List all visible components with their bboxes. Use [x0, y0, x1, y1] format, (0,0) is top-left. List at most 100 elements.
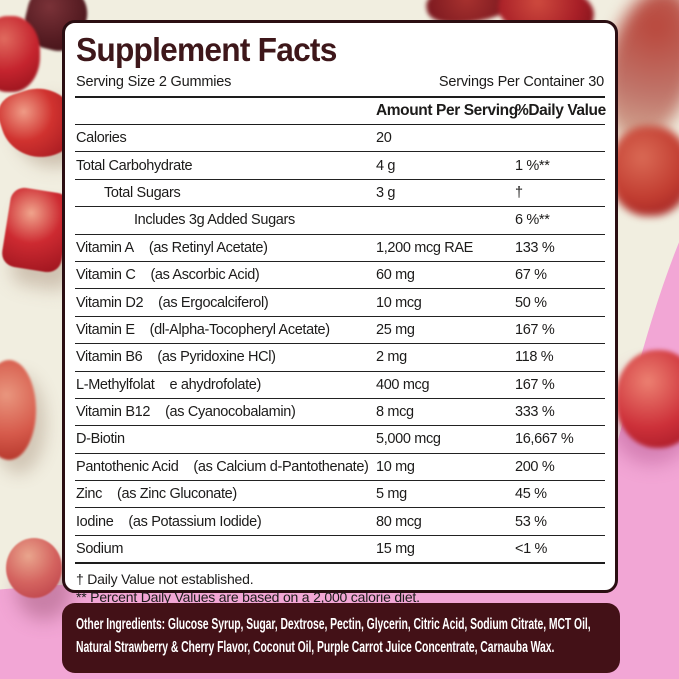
- nutrient-detail: (as Pyridoxine HCl): [157, 349, 276, 366]
- amount-value: 400 mcg: [376, 376, 430, 393]
- nutrient-name-cell: Zinc (as Zinc Gluconate): [75, 486, 376, 502]
- nutrient-name-cell: Vitamin B6 (as Pyridoxine HCl): [75, 349, 376, 365]
- amount-value: 5 mg: [376, 486, 407, 503]
- nutrient-name-cell: Vitamin D2 (as Ergocalciferol): [75, 295, 376, 311]
- nutrient-name: Vitamin D2: [76, 294, 144, 311]
- nutrient-name: Vitamin A: [76, 239, 134, 256]
- nutrient-detail: (as Potassium Iodide): [128, 513, 262, 530]
- amount-value: 25 mg: [376, 321, 415, 338]
- daily-value: 6 %**: [515, 212, 550, 229]
- nutrient-name-cell: Vitamin B12 (as Cyanocobalamin): [75, 404, 376, 420]
- nutrient-name-cell: Sodium: [75, 541, 376, 557]
- daily-value: 133 %: [515, 239, 555, 256]
- daily-value: 333 %: [515, 404, 555, 421]
- serving-info-row: Serving Size 2 Gummies Servings Per Cont…: [75, 74, 605, 98]
- daily-value: 167 %: [515, 376, 555, 393]
- nutrient-row: Vitamin C (as Ascorbic Acid) 60 mg 67 %: [75, 262, 605, 290]
- amount-value: 10 mcg: [376, 294, 422, 311]
- nutrient-name-cell: Vitamin E (dl-Alpha-Tocopheryl Acetate): [75, 322, 376, 338]
- nutrient-name: Vitamin B6: [76, 349, 143, 366]
- column-header-amount: Amount Per Serving: [376, 102, 518, 119]
- daily-value: 118 %: [515, 349, 554, 366]
- amount-value: 20: [376, 130, 392, 147]
- daily-value: 53 %: [515, 513, 547, 530]
- nutrient-row: Zinc (as Zinc Gluconate) 5 mg 45 %: [75, 481, 605, 509]
- nutrient-detail: (as Ergocalciferol): [158, 294, 269, 311]
- nutrient-row: Vitamin B12 (as Cyanocobalamin) 8 mcg 333 %: [75, 399, 605, 427]
- nutrient-name: Total Carbohydrate: [76, 157, 193, 174]
- daily-value: 45 %: [515, 486, 547, 503]
- nutrient-row: Sodium 15 mg <1 %: [75, 536, 605, 565]
- nutrient-row: Vitamin E (dl-Alpha-Tocopheryl Acetate) 25…: [75, 317, 605, 345]
- nutrient-detail: (as Cyanocobalamin): [165, 404, 296, 421]
- nutrient-row: Calories 20: [75, 125, 605, 153]
- amount-value: 10 mg: [376, 458, 415, 475]
- gummy-decoration: [6, 538, 62, 598]
- serving-size: Serving Size 2 Gummies: [76, 74, 232, 90]
- nutrient-row: Vitamin A (as Retinyl Acetate) 1,200 mcg R…: [75, 235, 605, 262]
- nutrient-row: Vitamin D2 (as Ergocalciferol) 10 mcg 50 %: [75, 289, 605, 317]
- nutrient-name-cell: L-Methylfolat e ahydrofolate): [75, 377, 376, 393]
- amount-value: 3 g: [376, 184, 396, 201]
- daily-value: 167 %: [515, 321, 555, 338]
- nutrient-row: Pantothenic Acid (as Calcium d-Pantothena…: [75, 454, 605, 482]
- footnotes: † Daily Value not established. ** Percen…: [75, 564, 605, 606]
- nutrient-name: Calories: [76, 130, 127, 147]
- footnote-asterisks: ** Percent Daily Values are based on a 2…: [76, 589, 420, 606]
- column-header-daily-value: %Daily Value: [515, 102, 606, 119]
- nutrient-name: Pantothenic Acid: [76, 458, 179, 475]
- nutrient-detail: (as Ascorbic Acid): [150, 267, 260, 284]
- daily-value: <1 %: [515, 541, 548, 558]
- nutrient-name-cell: Vitamin C (as Ascorbic Acid): [75, 267, 376, 283]
- nutrient-name-cell: Iodine (as Potassium Iodide): [75, 514, 376, 530]
- nutrient-detail: (as Retinyl Acetate): [148, 239, 268, 256]
- other-ingredients-label: Other Ingredients:: [76, 616, 166, 633]
- nutrient-row: Total Sugars 3 g †: [75, 180, 605, 208]
- nutrient-row: L-Methylfolat e ahydrofolate) 400 mcg 167 %: [75, 372, 605, 399]
- nutrient-name-cell: Total Sugars: [75, 185, 376, 201]
- amount-value: 8 mcg: [376, 404, 414, 421]
- amount-value: 2 mg: [376, 349, 407, 366]
- panel-title: Supplement Facts: [76, 31, 337, 68]
- nutrient-name: D-Biotin: [76, 431, 125, 448]
- daily-value: 200 %: [515, 458, 555, 475]
- nutrient-row: Total Carbohydrate 4 g 1 %**: [75, 152, 605, 180]
- amount-value: 4 g: [376, 157, 396, 174]
- nutrient-detail: (dl-Alpha-Tocopheryl Acetate): [149, 321, 330, 338]
- daily-value: 16,667 %: [515, 431, 574, 448]
- other-ingredients-paragraph: Other Ingredients: Glucose Syrup, Sugar,…: [76, 613, 607, 660]
- gummy-decoration: [616, 350, 679, 448]
- nutrient-row: Iodine (as Potassium Iodide) 80 mcg 53 %: [75, 508, 605, 536]
- nutrient-name: Vitamin E: [76, 321, 135, 338]
- daily-value: 50 %: [515, 294, 547, 311]
- other-ingredients-box: Other Ingredients: Glucose Syrup, Sugar,…: [62, 603, 620, 673]
- footnote-dagger: † Daily Value not established.: [76, 571, 254, 588]
- nutrient-detail: (as Zinc Gluconate): [117, 486, 237, 503]
- nutrient-name-cell: Calories: [75, 130, 376, 146]
- daily-value: †: [515, 184, 523, 201]
- nutrient-name-cell: Pantothenic Acid (as Calcium d-Pantothena…: [75, 459, 376, 475]
- nutrient-name: Iodine: [76, 513, 114, 530]
- nutrient-name-cell: Includes 3g Added Sugars: [75, 212, 376, 228]
- daily-value: 67 %: [515, 267, 547, 284]
- amount-value: 80 mcg: [376, 513, 422, 530]
- amount-value: 5,000 mcg: [376, 431, 441, 448]
- nutrient-name: Includes 3g Added Sugars: [134, 212, 295, 229]
- nutrient-row: Vitamin B6 (as Pyridoxine HCl) 2 mg 118 %: [75, 344, 605, 372]
- other-ingredients-text: Glucose Syrup, Sugar, Dextrose, Pectin, …: [76, 616, 591, 657]
- nutrient-detail: e ahydrofolate): [169, 376, 261, 393]
- nutrient-name: Vitamin B12: [76, 404, 151, 421]
- nutrient-name: Vitamin C: [76, 267, 136, 284]
- nutrient-row: D-Biotin 5,000 mcg 16,667 %: [75, 426, 605, 454]
- nutrient-name: Sodium: [76, 541, 124, 558]
- servings-per-container: Servings Per Container 30: [438, 74, 604, 90]
- nutrient-name: Total Sugars: [104, 184, 181, 201]
- supplement-facts-panel: Supplement Facts Serving Size 2 Gummies …: [62, 20, 618, 605]
- amount-value: 15 mg: [376, 541, 415, 558]
- amount-value: 1,200 mcg RAE: [376, 239, 473, 256]
- nutrient-name-cell: D-Biotin: [75, 431, 376, 447]
- nutrient-name-cell: Total Carbohydrate: [75, 158, 376, 174]
- nutrient-name: Zinc: [76, 486, 102, 503]
